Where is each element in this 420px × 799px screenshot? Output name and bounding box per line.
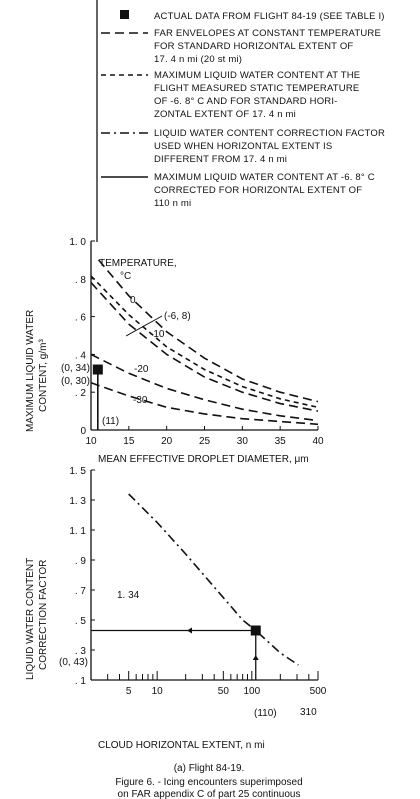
chart1-x-tick-label: 40 [312, 436, 324, 447]
legend-item-3-line-1: MAXIMUM LIQUID WATER CONTENT AT THE [154, 70, 360, 81]
chart1-y-axis-title-line-1: MAXIMUM LIQUID WATER [25, 310, 36, 432]
chart2-y-tick-label: 1. 5 [69, 466, 86, 477]
chart1-y-axis-title-line-2: CONTENT, g/m³ [38, 339, 49, 412]
chart2-x-axis-title: CLOUD HORIZONTAL EXTENT, n mi [98, 740, 265, 751]
legend-item-5-line-1: MAXIMUM LIQUID WATER CONTENT AT -6. 8° C [154, 172, 375, 183]
chart2-x-tick-label: 5 [126, 686, 132, 697]
chart2-x-tick-label: 10 [152, 686, 164, 697]
legend-item-1-line-1: ACTUAL DATA FROM FLIGHT 84-19 (SEE TABLE… [154, 11, 385, 22]
chart1-x-tick-label: 10 [85, 436, 97, 447]
chart2-y-tick-label: . 9 [75, 556, 87, 567]
chart2-y-tick-label: 1. 1 [69, 526, 86, 537]
chart2-y-tick-label: . 7 [75, 586, 87, 597]
chart1-series-5-line [90, 381, 319, 426]
chart1-series-3-line [90, 282, 319, 412]
legend-square-marker [120, 10, 129, 19]
chart1-data-point [92, 364, 103, 375]
chart1-series-1-line [97, 259, 319, 403]
chart1-y-tick-label: . 8 [75, 275, 87, 286]
chart1-leader-minus6-8 [125, 315, 163, 337]
legend-item-2-line-1: FAR ENVELOPES AT CONSTANT TEMPERATURE [154, 28, 381, 39]
chart1-series-label-0c: 0 [130, 295, 136, 306]
legend-item-3-line-3: OF -6. 8° C AND FOR STANDARD HORI- [154, 96, 338, 107]
caption-subfigure: (a) Flight 84-19. [174, 763, 245, 774]
legend-item-3-line-4: ZONTAL EXTENT OF 17. 4 n mi [154, 109, 296, 120]
chart2-y-tick-label: . 5 [75, 616, 87, 627]
caption-line-1: Figure 6. - Icing encounters superimpose… [115, 777, 302, 788]
chart1-x-tick-label: 25 [199, 436, 211, 447]
chart1-series-label-minus6-8: (-6, 8) [164, 311, 191, 322]
chart1-annotation-030: (0, 30) [61, 376, 90, 387]
chart2-y-tick-label: 1. 3 [69, 496, 86, 507]
legend-item-4-line-3: DIFFERENT FROM 17. 4 n mi [154, 154, 287, 165]
chart2-y-tick-label: . 1 [75, 676, 87, 687]
caption: (a) Flight 84-19. Figure 6. - Icing enco… [115, 763, 302, 799]
legend-item-4-line-1: LIQUID WATER CONTENT CORRECTION FACTOR [154, 128, 385, 139]
chart2-x-tick-label: 500 [310, 686, 327, 697]
chart2-data-point [250, 625, 261, 636]
chart2-series-line [128, 493, 299, 666]
chart1-x-axis-title: MEAN EFFECTIVE DROPLET DIAMETER, μm [98, 454, 309, 465]
chart1-series [90, 259, 319, 430]
chart2-series [91, 493, 299, 680]
chart1-y-tick-label: 1. 0 [69, 237, 86, 248]
chart2-ticks [90, 469, 319, 681]
chart2-y-axis-title-line-1: LIQUID WATER CONTENT [25, 558, 36, 680]
legend-item-5-line-3: 110 n mi [154, 198, 191, 209]
chart1-series-label-minus20: -20 [134, 364, 149, 375]
legend-item-2-line-3: 17. 4 n mi (20 st mi) [154, 54, 242, 65]
chart2-axes [90, 470, 318, 681]
chart1-annotation-034: (0, 34) [61, 363, 90, 374]
chart1-y-tick-label: 0 [80, 426, 86, 437]
chart1-annotation-11: (11) [102, 416, 119, 427]
chart2-x-tick-label: 100 [243, 686, 260, 697]
chart2-y-axis-title-line-2: CORRECTION FACTOR [38, 560, 49, 670]
legend-item-4-line-2: USED WHEN HORIZONTAL EXTENT IS [154, 141, 332, 152]
chart1-axes [90, 241, 318, 431]
legend-item-3-line-2: FLIGHT MEASURED STATIC TEMPERATURE [154, 83, 359, 94]
chart1-x-tick-label: 15 [123, 436, 135, 447]
chart2-annotation-310: 310 [300, 707, 317, 718]
chart1-temperature-unit: °C [120, 271, 131, 282]
legend: ACTUAL DATA FROM FLIGHT 84-19 (SEE TABLE… [96, 0, 385, 242]
chart-correction-factor: 5 10 50 100 500 . 1 . 3 . 5 . 7 . 9 1. 1 1. 3 1. 5 1… [25, 466, 327, 751]
chart1-y-tick-label: . 2 [75, 388, 87, 399]
chart2-arrowhead [187, 627, 192, 634]
chart-lwc-vs-droplet: 10 15 20 25 30 35 40 0 . 2 . 4 . 6 . 8 1. 0 TEMPERAT… [25, 237, 324, 465]
chart1-series-4-line [90, 353, 319, 422]
chart2-arrowhead [252, 655, 259, 660]
chart1-x-tick-label: 30 [237, 436, 249, 447]
legend-item-5-line-2: CORRECTED FOR HORIZONTAL EXTENT OF [154, 185, 362, 196]
chart2-y-tick-label: . 3 [75, 646, 87, 657]
chart1-y-tick-label: . 6 [75, 313, 87, 324]
chart2-tick-labels: 5 10 50 100 500 . 1 . 3 . 5 . 7 . 9 1. 1 1. 3 1. 5 [69, 466, 326, 697]
chart1-y-tick-label: . 4 [75, 350, 87, 361]
chart1-temperature-label: TEMPERATURE, [99, 258, 177, 269]
chart1-tick-labels: 10 15 20 25 30 35 40 0 . 2 . 4 . 6 . 8 1. 0 [69, 237, 324, 447]
chart1-x-tick-label: 35 [275, 436, 287, 447]
chart1-series-label-minus10: -10 [150, 329, 165, 340]
chart1-series-2-line [90, 275, 319, 409]
chart2-annotation-043: (0, 43) [59, 657, 88, 668]
legend-item-2-line-2: FOR STANDARD HORIZONTAL EXTENT OF [154, 41, 353, 52]
chart2-annotation-110: (110) [254, 708, 277, 719]
chart1-x-tick-label: 20 [161, 436, 173, 447]
caption-line-2: on FAR appendix C of part 25 continuous [118, 789, 301, 799]
chart1-ticks [90, 240, 319, 431]
chart2-x-tick-label: 50 [218, 686, 230, 697]
chart1-series-label-minus30: -30 [133, 395, 148, 406]
chart2-annotation-134: 1. 34 [117, 590, 140, 601]
